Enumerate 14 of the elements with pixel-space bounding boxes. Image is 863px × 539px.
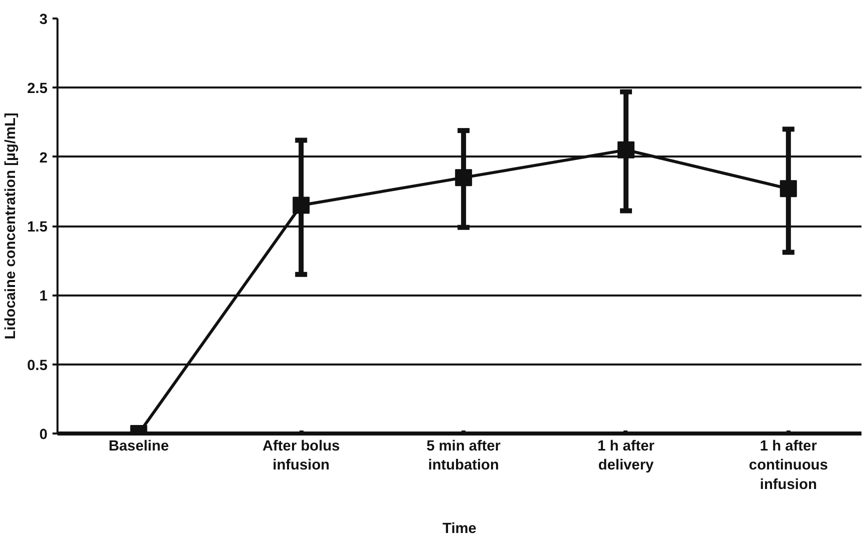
- y-axis-title: Lidocaine concentration [µg/mL]: [3, 112, 20, 340]
- x-tick-label: Baseline: [108, 438, 169, 454]
- y-tick-label: 2: [39, 150, 48, 166]
- x-tick-label: After bolus infusion: [262, 438, 340, 474]
- x-tick-label: 5 min after intubation: [426, 438, 501, 474]
- y-tick-label: 2.5: [27, 81, 48, 98]
- y-tick-label: 1: [39, 288, 48, 305]
- y-tick-label: 0: [39, 427, 48, 443]
- y-tick-label: 1.5: [27, 220, 48, 236]
- x-tick-label: 1 h after continuous infusion: [748, 438, 828, 493]
- y-tick-label: 0.5: [27, 358, 48, 374]
- x-tick-label: 1 h after delivery: [597, 438, 655, 474]
- y-tick-label: 3: [39, 12, 48, 28]
- x-axis-title: Time: [442, 520, 476, 537]
